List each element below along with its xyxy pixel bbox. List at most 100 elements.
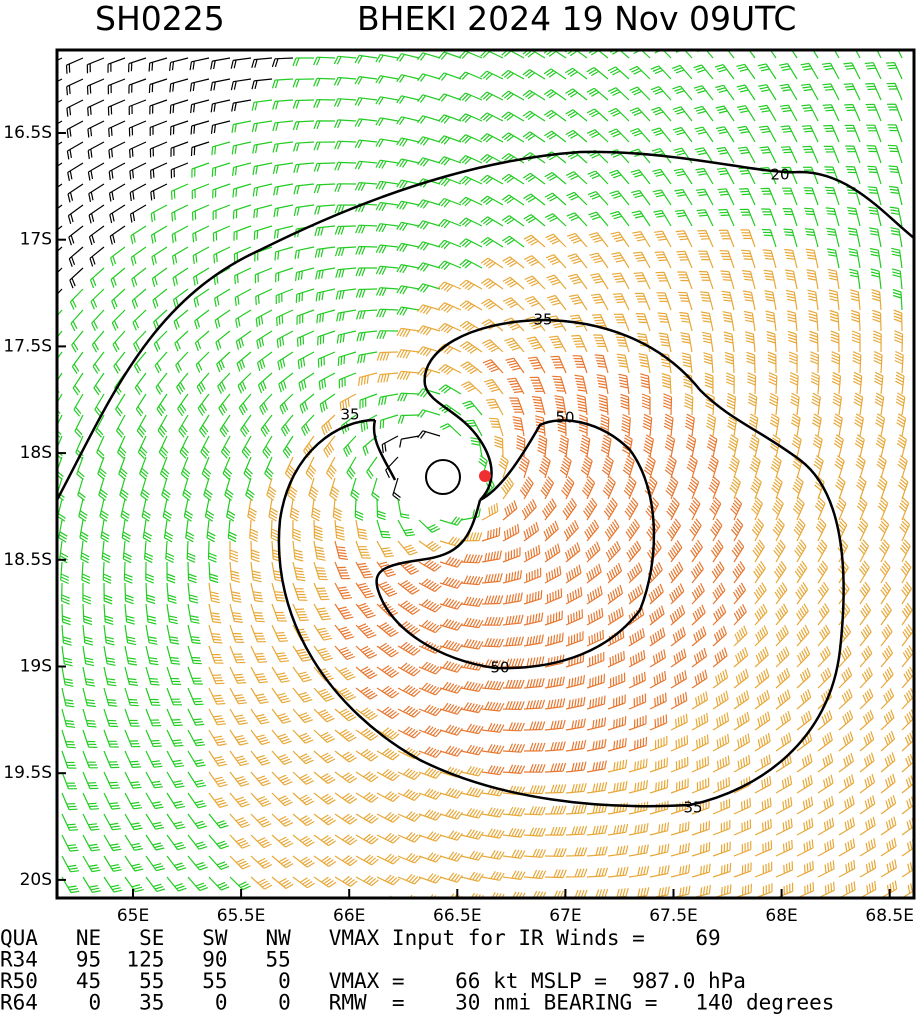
wind-barb [719, 250, 735, 269]
wind-barb [779, 63, 798, 80]
wind-barb [439, 556, 463, 568]
wind-barb [523, 634, 544, 647]
wind-barb [669, 583, 685, 605]
wind-barb [334, 624, 355, 640]
wind-barb [145, 792, 164, 810]
wind-barb [548, 335, 567, 353]
wind-barb [124, 813, 143, 831]
wind-barb [82, 582, 92, 605]
lat-label: 17.5S [3, 336, 52, 356]
wind-barb [333, 55, 357, 65]
wind-barb [438, 302, 462, 313]
wind-barb [166, 771, 185, 789]
wind-barb [208, 624, 223, 644]
wind-barb [210, 57, 231, 70]
wind-barb [169, 99, 189, 114]
wind-barb [150, 162, 168, 179]
wind-barb [292, 876, 315, 889]
wind-barb [158, 435, 169, 459]
wind-barb [518, 455, 530, 479]
wind-barb [701, 331, 714, 353]
wind-barb [480, 195, 504, 206]
wind-barb [208, 792, 229, 808]
wind-barb [69, 267, 84, 289]
wind-barb [254, 267, 273, 284]
wind-barb [565, 88, 588, 101]
wind-barb [103, 624, 115, 646]
wind-barb [123, 561, 133, 584]
wind-barb [889, 185, 903, 206]
wind-barb [124, 666, 138, 686]
wind-barb [632, 251, 651, 269]
wind-barb [502, 547, 521, 563]
wind-barb [124, 582, 134, 605]
wind-barb [628, 671, 646, 689]
wind-barb [397, 600, 421, 615]
wind-barb [292, 99, 315, 109]
wind-barb [880, 859, 897, 878]
wind-barb [649, 692, 667, 710]
wind-barb [94, 393, 105, 417]
contour-50 [375, 419, 656, 670]
wind-barb [313, 645, 334, 662]
wind-barb [480, 112, 504, 122]
wind-barb [590, 293, 609, 311]
wind-barb [271, 666, 290, 683]
wind-barb [673, 168, 693, 185]
wind-barb [334, 750, 357, 763]
wind-barb [677, 271, 693, 290]
wind-barb [250, 561, 262, 583]
wind-barb [355, 224, 378, 234]
wind-barb [593, 334, 609, 353]
wind-barb [459, 175, 483, 186]
wind-barb [835, 497, 847, 521]
wind-barb [166, 729, 184, 747]
wind-barb [733, 582, 747, 605]
wind-barb [150, 225, 168, 244]
wind-barb [649, 736, 668, 752]
wind-barb [145, 645, 159, 666]
wind-barb [621, 413, 631, 437]
wind-barb [543, 89, 567, 101]
wind-barb [192, 246, 210, 265]
wind-barb [775, 710, 792, 731]
wind-barb [82, 645, 95, 667]
wind-barb [88, 204, 105, 224]
wind-barb [282, 435, 294, 459]
wind-barb [766, 331, 777, 353]
wind-barb [129, 183, 147, 202]
wind-barb [250, 582, 264, 603]
wind-barb [736, 84, 756, 101]
wind-barb [88, 183, 105, 203]
wind-barb [253, 204, 273, 219]
wind-barb [565, 675, 585, 689]
wind-barb [634, 292, 651, 311]
wind-barb [565, 847, 588, 857]
wind-barb [233, 225, 252, 241]
wind-barb [712, 841, 731, 857]
wind-barb [565, 761, 587, 773]
wind-barb [166, 813, 186, 830]
wind-barb [769, 413, 780, 437]
wind-barb [684, 413, 695, 437]
wind-barb [545, 254, 567, 269]
wind-barb [615, 333, 630, 353]
wind-barb [321, 414, 336, 436]
wind-barb [124, 771, 142, 789]
wind-barb [523, 827, 546, 837]
wind-barb [314, 225, 336, 237]
wind-barb [253, 225, 273, 240]
wind-barb [249, 519, 259, 543]
wind-barb [271, 813, 294, 827]
wind-barb [439, 536, 463, 547]
wind-barb [501, 215, 525, 227]
wind-barb [635, 313, 651, 332]
wind-barb [187, 582, 199, 604]
wind-barb [775, 624, 789, 647]
wind-barb [775, 753, 792, 773]
wind-barb [260, 414, 273, 437]
wind-barb [666, 497, 680, 521]
wind-barb [279, 393, 294, 415]
wind-barb [399, 435, 420, 448]
wind-barb [149, 120, 168, 136]
